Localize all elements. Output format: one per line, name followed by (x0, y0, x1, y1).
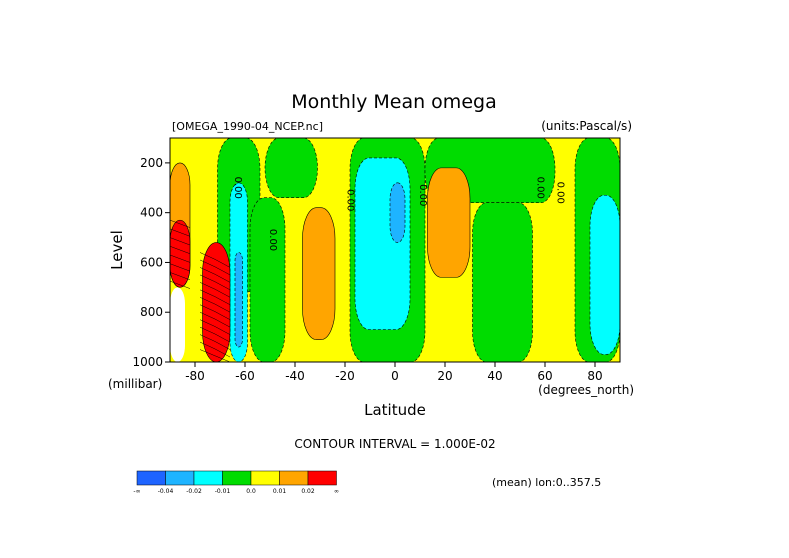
contour-region-9 (354, 157, 411, 330)
x-tick-label: 20 (437, 369, 452, 383)
contour-labels: 0.00 0.00 0.00 0.00 0.00 0.00 (232, 177, 566, 252)
contour-region-11 (234, 252, 243, 348)
contour-line (199, 259, 231, 276)
contour-line (199, 267, 231, 283)
colorbar-swatch (165, 470, 195, 486)
contour-line (170, 263, 191, 272)
colorbar-swatch (222, 470, 252, 486)
x-axis: -80 -60 -40 -20 0 20 40 60 80 (185, 362, 603, 383)
y-tick-label: 800 (140, 305, 163, 319)
contour-line (170, 272, 191, 281)
contour-line (170, 246, 191, 254)
contour-label: 0.00 (267, 229, 278, 251)
colorbar-swatch (136, 470, 166, 486)
y-axis: 200 400 600 800 1000 (132, 156, 170, 369)
contour-line (199, 297, 231, 313)
contour-line (199, 341, 231, 358)
contour-line (199, 334, 231, 350)
file-name-label: [OMEGA_1990-04_NCEP.nc] (172, 120, 323, 133)
contour-interval-note: CONTOUR INTERVAL = 1.000E-02 (294, 437, 495, 451)
y-tick-label: 400 (140, 206, 163, 220)
dense-contour-lines (170, 219, 231, 362)
colorbar-label: 0.02 (301, 488, 315, 495)
x-tick-label: -20 (335, 369, 355, 383)
contour-region-10 (589, 194, 620, 355)
contour-region-18 (170, 287, 185, 362)
colorbar-label: -0.04 (158, 488, 174, 495)
x-tick-label: 0 (391, 369, 399, 383)
y-unit-label: (millibar) (108, 377, 162, 391)
colorbar-swatch (250, 470, 280, 486)
contour-line (199, 304, 231, 320)
contour-region-6 (472, 202, 533, 362)
x-axis-title: Latitude (364, 401, 426, 419)
colorbar-label: -0.02 (186, 488, 202, 495)
mean-note: (mean) lon:0..357.5 (492, 476, 601, 489)
contour-line (170, 228, 191, 237)
contour-line (170, 280, 191, 289)
contour-label: 0.00 (345, 189, 356, 211)
contour-label: 0.00 (417, 184, 428, 206)
colorbar-label: -0.01 (215, 488, 231, 495)
x-tick-label: 80 (587, 369, 602, 383)
contour-label: 0.00 (232, 177, 243, 199)
x-tick-label: -80 (185, 369, 205, 383)
colorbar-swatch (307, 470, 337, 486)
colorbar-label: -∞ (133, 488, 140, 495)
contour-line (199, 252, 231, 268)
contour-line (199, 289, 231, 305)
colorbar-swatch (279, 470, 309, 486)
y-tick-label: 200 (140, 156, 163, 170)
y-tick-label: 1000 (132, 355, 163, 369)
contour-line (199, 319, 231, 335)
colorbar-label: 0.0 (246, 488, 256, 495)
x-tick-label: -60 (235, 369, 255, 383)
contour-plot-area (170, 138, 620, 362)
contour-region-17 (202, 242, 231, 362)
contour-line (170, 237, 191, 246)
colorbar-label: ∞ (334, 488, 339, 495)
contour-label: 0.00 (555, 182, 566, 204)
contour-line (199, 274, 231, 291)
contour-line (199, 282, 231, 298)
contour-line (170, 254, 191, 263)
contour-line (199, 349, 231, 362)
contour-region-2 (264, 138, 318, 199)
contour-label: 0.00 (535, 177, 546, 199)
contour-region-14 (427, 167, 471, 278)
x-unit-label: (degrees_north) (538, 383, 634, 397)
contour-region-12 (389, 182, 406, 243)
contour-line (199, 311, 231, 328)
contour-line (199, 326, 231, 343)
contour-region-13 (302, 207, 336, 340)
colorbar: -∞ -0.04 -0.02 -0.01 0.0 0.01 0.02 ∞ (133, 470, 339, 495)
colorbar-label: 0.01 (273, 488, 287, 495)
units-label: (units:Pascal/s) (541, 119, 632, 133)
chart-title: Monthly Mean omega (291, 91, 496, 113)
y-axis-title: Level (108, 230, 126, 270)
contour-region-3 (249, 197, 286, 362)
x-tick-label: -40 (285, 369, 305, 383)
contour-line (170, 219, 191, 228)
x-tick-label: 60 (537, 369, 552, 383)
x-tick-label: 40 (487, 369, 502, 383)
colorbar-swatch (193, 470, 223, 486)
y-tick-label: 600 (140, 255, 163, 269)
